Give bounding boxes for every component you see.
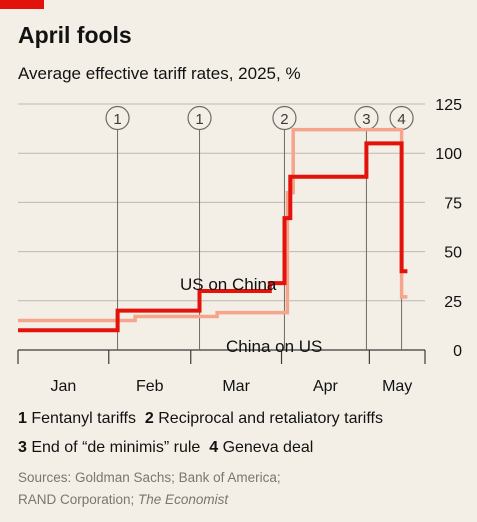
- event-marker: [105, 105, 130, 131]
- legend-row-1: 1 Fentanyl tariffs 2 Reciprocal and reta…: [18, 410, 383, 428]
- legend-num: 4: [209, 439, 219, 456]
- legend-num: 3: [18, 439, 27, 456]
- x-tick-label: May: [382, 378, 412, 395]
- y-tick-label: 100: [435, 146, 462, 163]
- event-number: 1: [113, 111, 121, 128]
- x-tick-label: Jan: [50, 378, 76, 395]
- y-tick-label: 75: [444, 195, 462, 212]
- legend-text: End of “de minimis” rule: [31, 439, 201, 456]
- y-tick-label: 125: [435, 97, 462, 114]
- legend-num: 2: [144, 410, 154, 427]
- event-marker: [272, 105, 297, 131]
- legend-num: 1: [18, 410, 27, 427]
- x-tick-label: Apr: [313, 378, 339, 395]
- sources-line-1: Sources: Goldman Sachs; Bank of America;: [18, 470, 281, 485]
- event-number: 1: [195, 111, 203, 128]
- chart-subtitle: Average effective tariff rates, 2025, %: [18, 64, 301, 83]
- legend-text: Geneva deal: [222, 439, 314, 456]
- sources-publication: The Economist: [138, 492, 229, 507]
- y-tick-label: 25: [444, 294, 462, 311]
- event-number: 3: [362, 111, 370, 128]
- chart-title: April fools: [18, 22, 132, 48]
- event-marker: [187, 105, 212, 131]
- event-number: 4: [397, 111, 405, 128]
- y-tick-label: 50: [444, 245, 462, 262]
- y-tick-label: 0: [453, 343, 462, 360]
- x-tick-label: Mar: [222, 378, 250, 395]
- x-tick-label: Feb: [136, 378, 164, 395]
- event-number: 2: [280, 111, 288, 128]
- series-line: [18, 141, 408, 333]
- series-label: China on US: [226, 337, 322, 356]
- sources-text: RAND Corporation;: [18, 492, 139, 507]
- series-label: US on China: [180, 275, 277, 294]
- legend-text: Reciprocal and retaliatory tariffs: [158, 410, 383, 427]
- sources-line-2: RAND Corporation; The Economist: [18, 492, 228, 507]
- legend-text: Fentanyl tariffs: [31, 410, 136, 427]
- brand-tag: [0, 0, 44, 9]
- legend-row-2: 3 End of “de minimis” rule 4 Geneva deal: [18, 439, 313, 457]
